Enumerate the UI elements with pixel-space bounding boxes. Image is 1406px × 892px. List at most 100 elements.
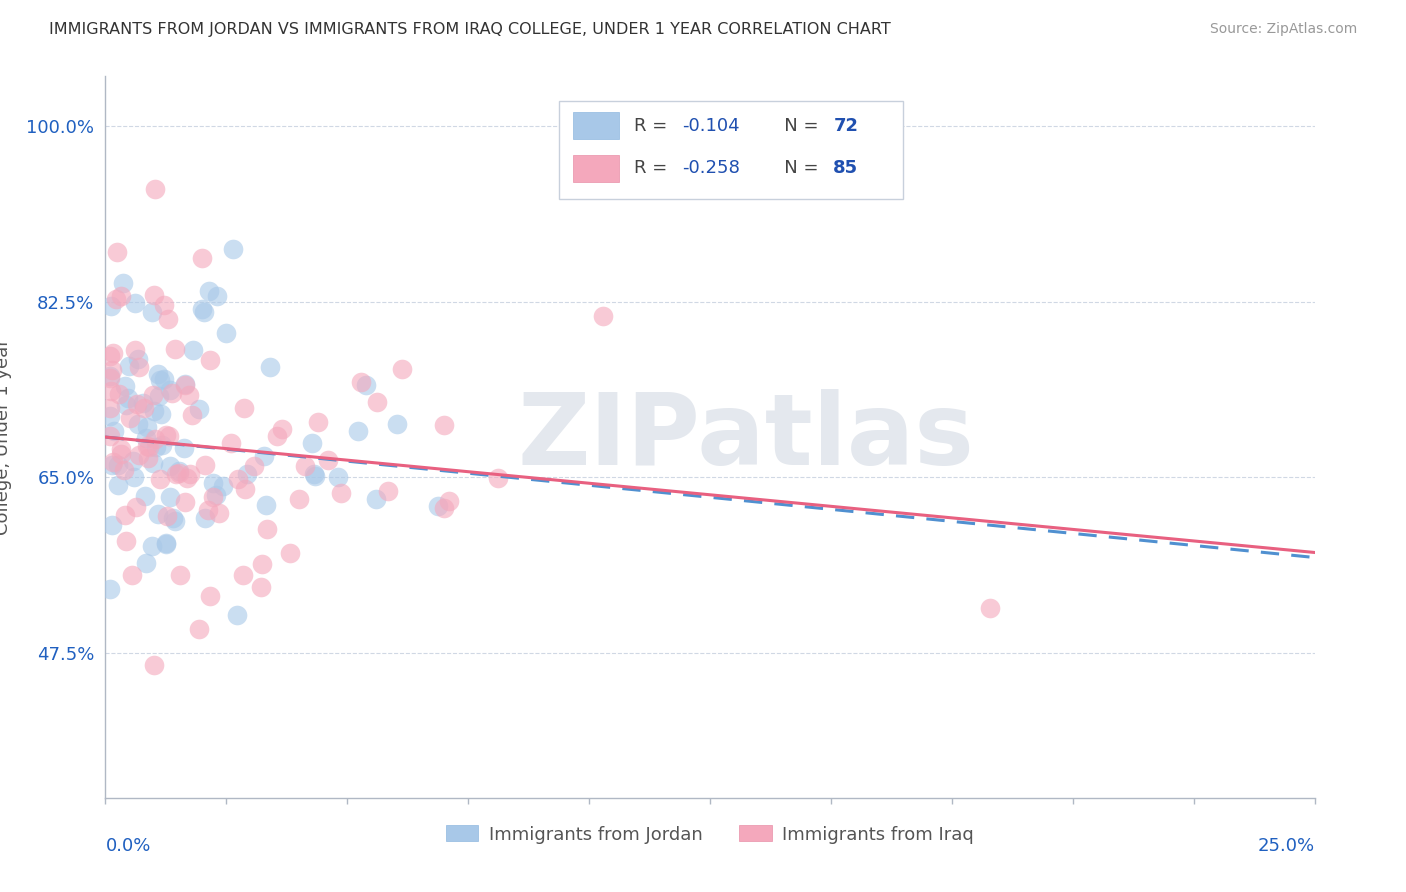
Point — [136, 420, 159, 434]
Point — [136, 438, 159, 452]
Point — [294, 458, 316, 473]
Point — [115, 533, 138, 548]
Text: R =: R = — [634, 160, 673, 178]
Point — [316, 452, 339, 467]
Point — [226, 472, 249, 486]
Point — [250, 580, 273, 594]
Point — [127, 352, 149, 367]
Point — [304, 467, 326, 482]
Point — [98, 401, 121, 416]
Point — [98, 428, 121, 442]
Point — [288, 491, 311, 506]
Point — [486, 471, 509, 485]
Point — [128, 448, 150, 462]
Point — [143, 182, 166, 196]
Point — [212, 479, 235, 493]
Y-axis label: College, Under 1 year: College, Under 1 year — [0, 339, 13, 535]
Point — [114, 379, 136, 393]
Point — [159, 490, 181, 504]
FancyBboxPatch shape — [574, 112, 620, 139]
Point — [387, 417, 409, 432]
Point — [100, 299, 122, 313]
Point — [121, 568, 143, 582]
Point — [142, 404, 165, 418]
Point — [215, 326, 238, 340]
Point — [232, 401, 254, 415]
Point — [115, 398, 138, 412]
Point — [114, 508, 136, 522]
Point — [101, 458, 124, 472]
Point — [366, 491, 388, 506]
Point — [174, 378, 197, 392]
Point — [253, 449, 276, 463]
Point — [174, 494, 197, 508]
Point — [307, 415, 329, 429]
Point — [121, 454, 143, 468]
Point — [159, 383, 181, 397]
Point — [110, 447, 132, 461]
Point — [108, 387, 131, 401]
Point — [103, 424, 125, 438]
Point — [328, 470, 350, 484]
Point — [437, 494, 460, 508]
Point — [100, 384, 122, 398]
Point — [101, 346, 124, 360]
Point — [107, 478, 129, 492]
Point — [149, 373, 172, 387]
Point — [350, 375, 373, 389]
Point — [432, 417, 454, 432]
Point — [243, 459, 266, 474]
Point — [153, 298, 176, 312]
Point — [141, 305, 163, 319]
Point — [979, 601, 1001, 615]
Point — [150, 438, 173, 452]
Point — [118, 359, 141, 373]
Point — [136, 451, 159, 466]
Text: 25.0%: 25.0% — [1257, 838, 1315, 855]
Point — [98, 582, 121, 596]
Point — [165, 467, 187, 481]
Point — [190, 302, 212, 317]
Point — [366, 395, 388, 409]
Point — [132, 396, 155, 410]
Point — [142, 388, 165, 402]
Point — [143, 657, 166, 672]
Point — [219, 436, 242, 450]
Text: -0.258: -0.258 — [682, 160, 740, 178]
Point — [177, 388, 200, 402]
Point — [198, 353, 221, 368]
Point — [167, 467, 190, 481]
Point — [301, 436, 323, 450]
Point — [259, 359, 281, 374]
Point — [194, 511, 217, 525]
Legend: Immigrants from Jordan, Immigrants from Iraq: Immigrants from Jordan, Immigrants from … — [439, 818, 981, 851]
Text: 0.0%: 0.0% — [105, 838, 150, 855]
Point — [134, 401, 156, 416]
Text: Source: ZipAtlas.com: Source: ZipAtlas.com — [1209, 22, 1357, 37]
Point — [173, 441, 195, 455]
Point — [103, 455, 125, 469]
Point — [181, 409, 204, 423]
Point — [193, 305, 215, 319]
Point — [433, 500, 456, 515]
Point — [187, 401, 209, 416]
Point — [124, 296, 146, 310]
Text: N =: N = — [766, 160, 824, 178]
Point — [179, 467, 201, 481]
FancyBboxPatch shape — [574, 154, 620, 182]
Point — [202, 475, 225, 490]
Point — [138, 440, 160, 454]
Point — [101, 517, 124, 532]
Point — [181, 343, 204, 357]
Point — [250, 558, 273, 572]
Point — [101, 362, 124, 376]
Point — [128, 359, 150, 374]
Point — [141, 539, 163, 553]
Point — [205, 488, 228, 502]
FancyBboxPatch shape — [560, 101, 904, 199]
Point — [146, 367, 169, 381]
Point — [146, 507, 169, 521]
Point — [156, 509, 179, 524]
Text: 85: 85 — [834, 160, 859, 178]
Point — [105, 292, 128, 306]
